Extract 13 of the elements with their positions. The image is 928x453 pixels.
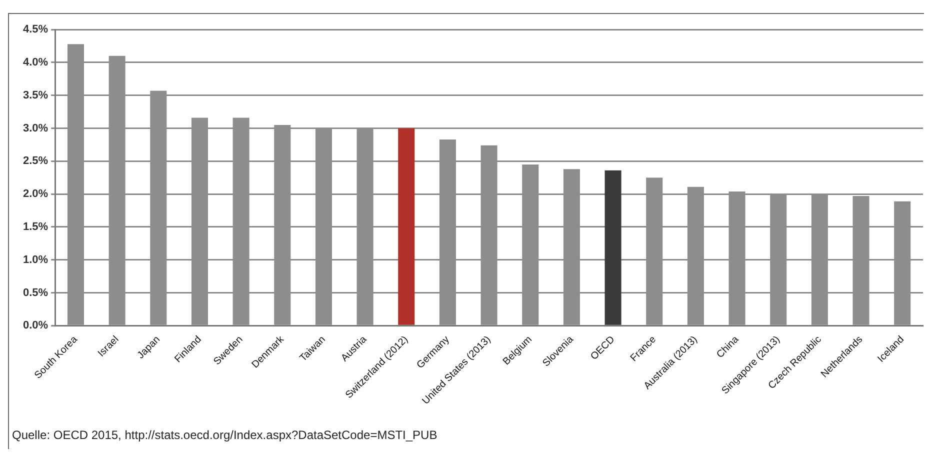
y-tick-label: 3.0%: [22, 122, 48, 134]
source-note: Quelle: OECD 2015, http://stats.oecd.org/Index.aspx?DataSetCode=MSTI_PUB: [12, 428, 438, 442]
y-tick-label: 4.0%: [22, 56, 48, 69]
y-tick-label: 3.5%: [22, 89, 48, 102]
y-tick-label: 0.0%: [22, 320, 48, 332]
y-tick-label: 0.5%: [22, 286, 48, 299]
y-tick-label: 2.0%: [22, 188, 48, 200]
y-tick-label: 1.5%: [22, 221, 48, 234]
y-tick-label: 2.5%: [22, 155, 48, 168]
y-tick-label: 4.5%: [22, 24, 48, 36]
bar: [398, 128, 415, 325]
y-tick-label: 1.0%: [22, 254, 48, 266]
bar: [604, 170, 622, 325]
